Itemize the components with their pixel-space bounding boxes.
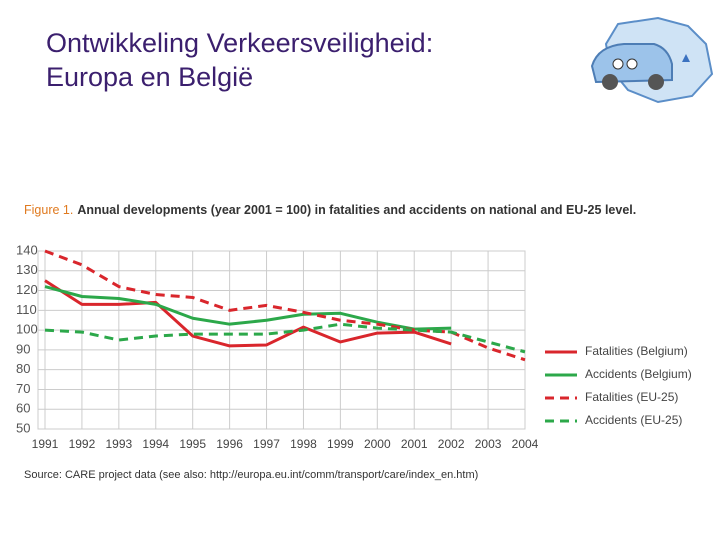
x-tick-label: 1992 — [69, 437, 96, 451]
y-tick-label: 90 — [16, 341, 30, 356]
x-tick-label: 1997 — [253, 437, 280, 451]
chart-title: Annual developments (year 2001 = 100) in… — [77, 203, 636, 217]
legend-label: Accidents (EU-25) — [585, 413, 682, 427]
x-tick-label: 1993 — [105, 437, 132, 451]
x-tick-label: 2002 — [438, 437, 465, 451]
series-line — [44, 279, 452, 348]
y-tick-label: 120 — [16, 282, 38, 297]
y-tick-label: 130 — [16, 262, 38, 277]
legend-label: Fatalities (Belgium) — [585, 344, 688, 358]
y-tick-label: 80 — [16, 361, 30, 376]
slide-title-line: Europa en België — [46, 62, 254, 92]
x-tick-label: 1995 — [179, 437, 206, 451]
y-tick-label: 70 — [16, 381, 30, 396]
legend-label: Accidents (Belgium) — [585, 367, 692, 381]
slide-title-line: Ontwikkeling Verkeersveiligheid: — [46, 28, 434, 58]
x-tick-label: 1994 — [142, 437, 169, 451]
x-tick-label: 1991 — [32, 437, 59, 451]
x-tick-label: 1996 — [216, 437, 243, 451]
logo-icon — [590, 16, 714, 104]
y-tick-label: 100 — [16, 322, 38, 337]
plot-area — [37, 250, 526, 430]
x-tick-label: 1998 — [290, 437, 317, 451]
series-line — [44, 322, 526, 354]
y-tick-label: 110 — [16, 302, 37, 317]
chart: Figure 1. Annual developments (year 2001 … — [16, 203, 692, 481]
figure-caption: Figure 1. Annual developments (year 2001 … — [24, 203, 636, 217]
legend-label: Fatalities (EU-25) — [585, 390, 678, 404]
y-tick-label: 50 — [16, 420, 30, 435]
x-tick-label: 2004 — [512, 437, 539, 451]
source-note: Source: CARE project data (see also: htt… — [24, 469, 478, 481]
series-line — [44, 285, 452, 331]
slide-title: Ontwikkeling Verkeersveiligheid: Europa … — [46, 26, 433, 94]
x-tick-label: 2000 — [364, 437, 391, 451]
y-tick-label: 140 — [16, 242, 38, 257]
x-tick-label: 2001 — [401, 437, 428, 451]
x-tick-label: 2003 — [475, 437, 502, 451]
figure-label: Figure 1. — [24, 203, 73, 217]
y-tick-label: 60 — [16, 401, 30, 416]
x-tick-label: 1999 — [327, 437, 354, 451]
